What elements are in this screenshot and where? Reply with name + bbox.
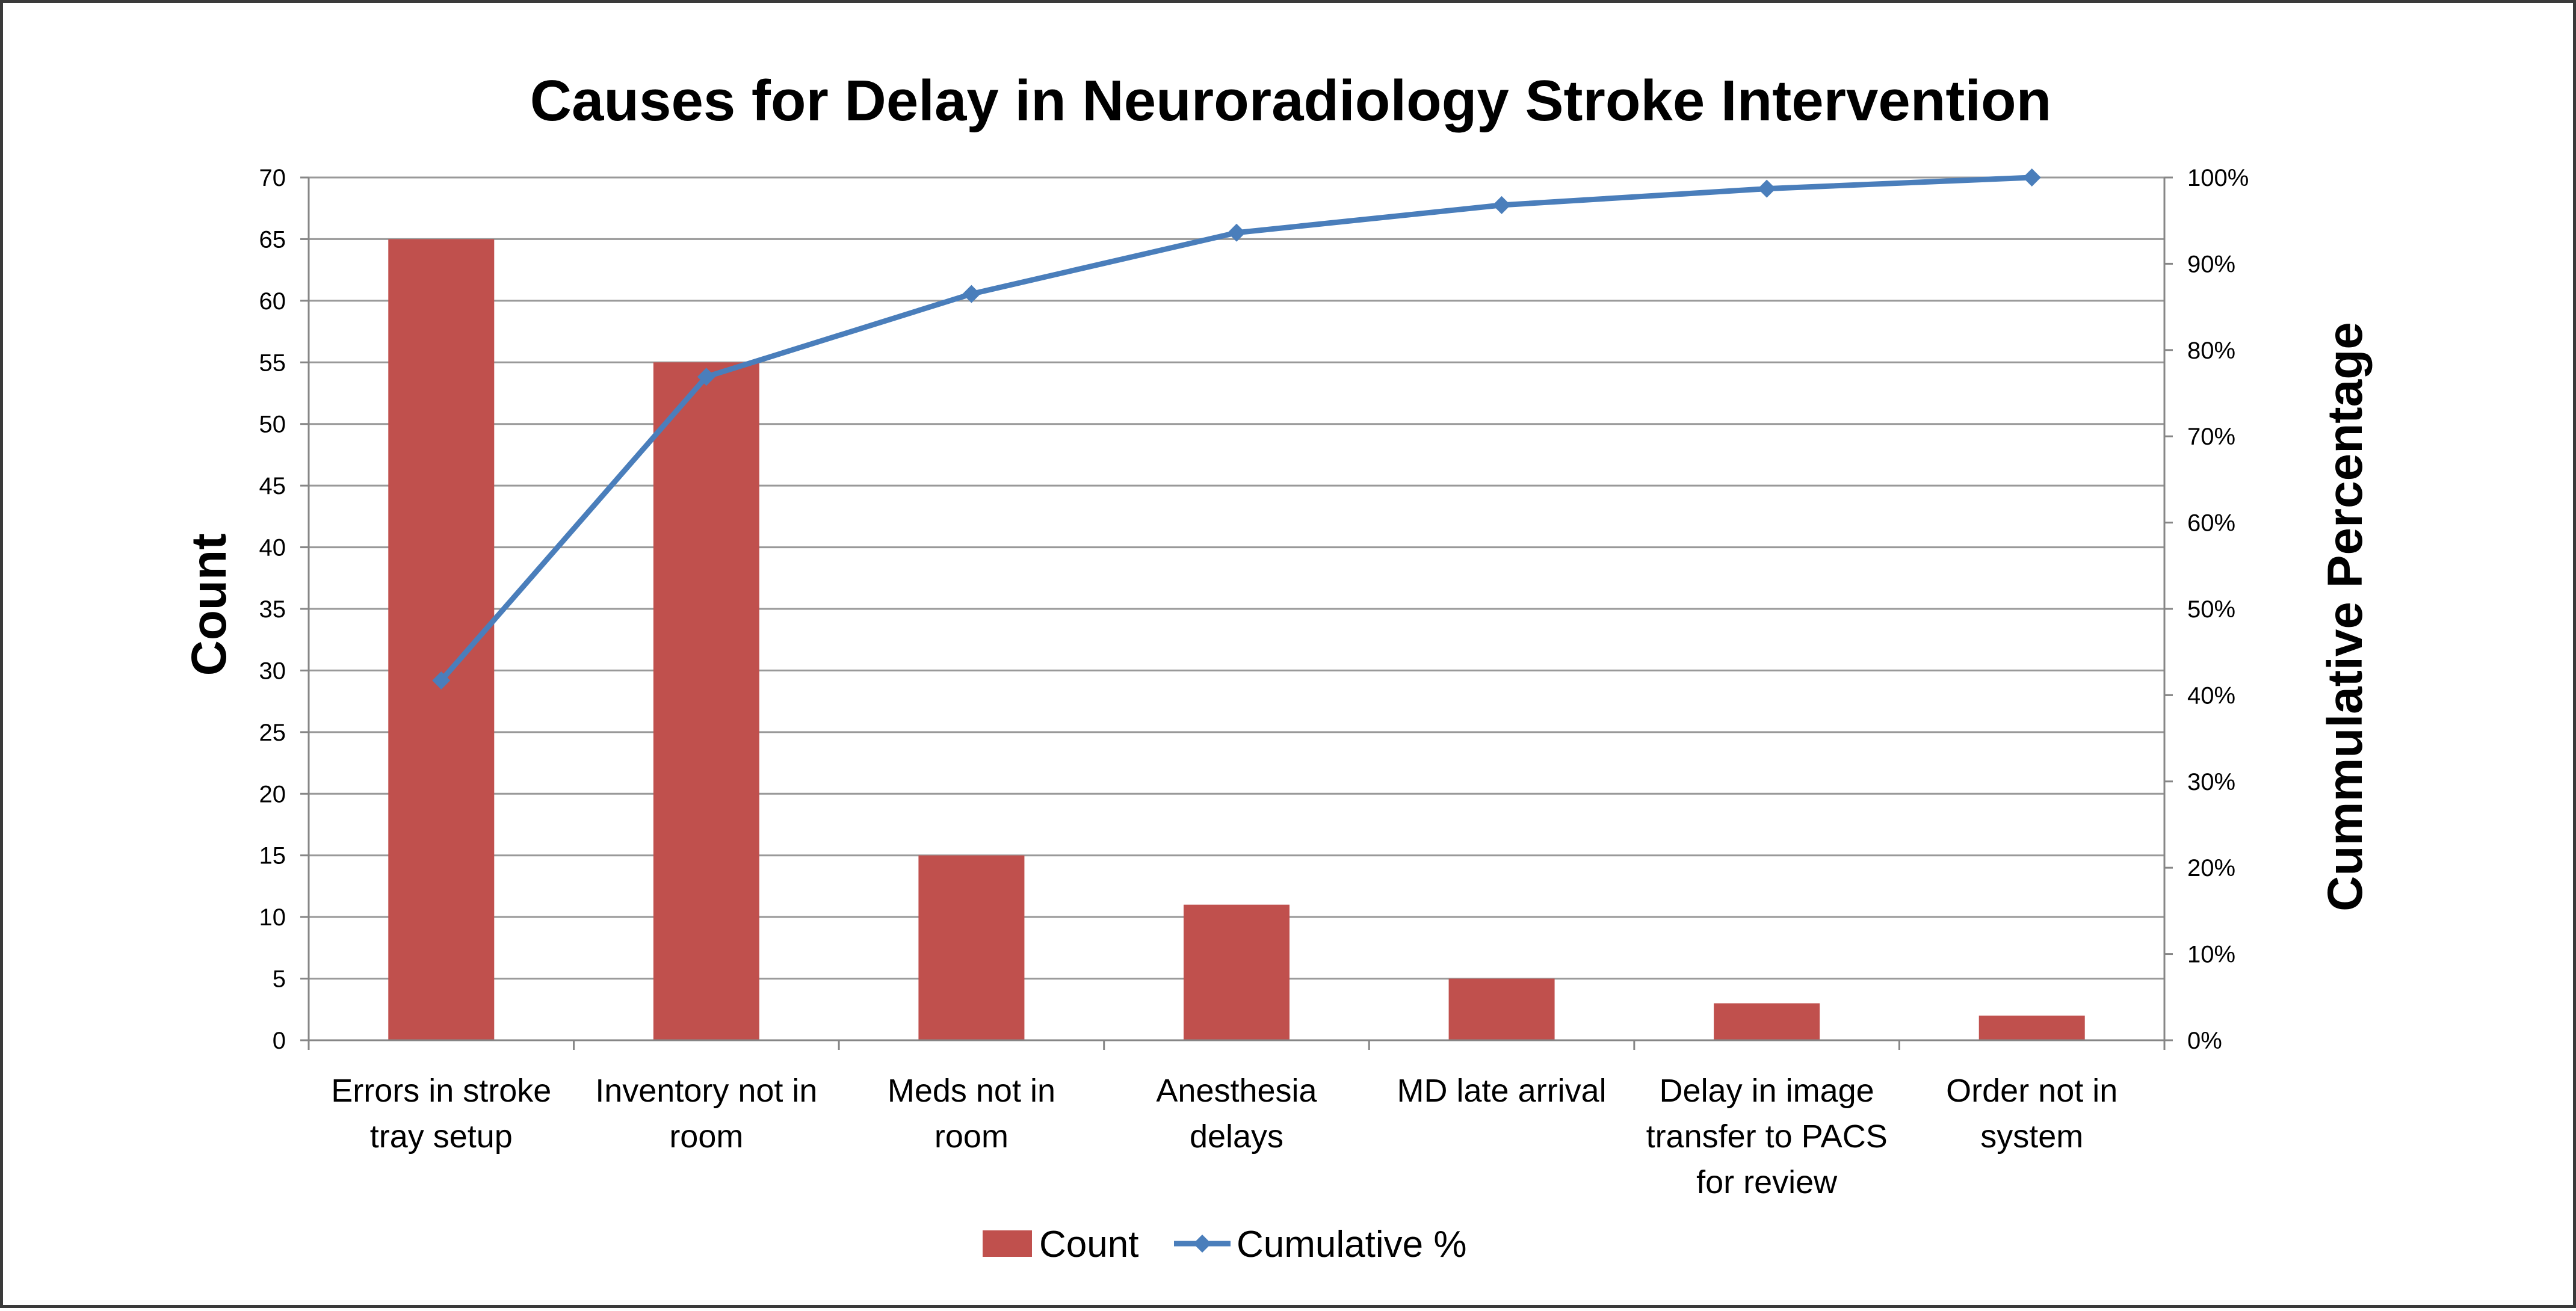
cumulative-point xyxy=(1758,179,1776,198)
left-tick-label: 15 xyxy=(259,843,286,869)
category-labels: Errors in stroke tray setup Inventory not … xyxy=(331,1073,2117,1200)
count-bar xyxy=(1714,1003,1820,1040)
left-tick-label: 65 xyxy=(259,226,286,253)
right-tick-label: 10% xyxy=(2187,942,2235,968)
count-bar xyxy=(1448,978,1555,1040)
right-tick-label: 100% xyxy=(2187,165,2249,191)
left-tick-label: 20 xyxy=(259,781,286,807)
cumulative-point xyxy=(2022,168,2041,187)
left-tick-label: 55 xyxy=(259,350,286,376)
left-tick-label: 5 xyxy=(273,966,286,993)
left-tick-label: 0 xyxy=(273,1028,286,1054)
right-tick-label: 0% xyxy=(2187,1028,2222,1054)
count-bar xyxy=(1978,1016,2085,1040)
category-label: Inventory not in room xyxy=(595,1073,817,1155)
category-label-line: Errors in stroke xyxy=(331,1073,551,1109)
cumulative-point xyxy=(697,368,715,386)
count-bar xyxy=(1184,904,1290,1040)
count-bars xyxy=(388,239,2085,1041)
cumulative-line xyxy=(432,168,2041,690)
right-tick-label: 30% xyxy=(2187,769,2235,795)
left-tick-label: 30 xyxy=(259,658,286,684)
legend: Count Cumulative % xyxy=(983,1224,1466,1265)
category-label: Delay in image transfer to PACS for review xyxy=(1646,1073,1888,1200)
cumulative-point xyxy=(1492,196,1511,214)
right-tick-label: 20% xyxy=(2187,855,2235,881)
legend-cumulative-label: Cumulative % xyxy=(1237,1224,1466,1265)
pareto-chart: Causes for Delay in Neuroradiology Strok… xyxy=(182,69,2373,1265)
category-label-line: Inventory not in xyxy=(595,1073,817,1109)
category-label-line: delays xyxy=(1190,1118,1283,1155)
legend-count-swatch xyxy=(983,1230,1032,1257)
category-label-line: system xyxy=(1980,1118,2083,1155)
category-label: Anesthesia delays xyxy=(1156,1073,1317,1155)
category-label: Errors in stroke tray setup xyxy=(331,1073,551,1155)
category-label-line: transfer to PACS xyxy=(1646,1118,1888,1155)
count-bar xyxy=(918,855,1025,1040)
count-bar xyxy=(653,362,759,1041)
left-tick-label: 10 xyxy=(259,904,286,931)
category-label-line: for review xyxy=(1696,1164,1838,1200)
category-label: MD late arrival xyxy=(1397,1073,1607,1109)
category-label-line: room xyxy=(669,1118,743,1155)
left-tick-label: 45 xyxy=(259,473,286,499)
category-label: Order not in system xyxy=(1946,1073,2117,1155)
right-tick-label: 90% xyxy=(2187,251,2235,277)
legend-count-label: Count xyxy=(1039,1224,1138,1265)
gridlines xyxy=(309,176,2164,980)
left-tick-label: 40 xyxy=(259,535,286,561)
right-tick-label: 70% xyxy=(2187,424,2235,450)
right-tick-label: 60% xyxy=(2187,510,2235,537)
left-tick-label: 50 xyxy=(259,412,286,438)
right-axis-ticks: 0% 10% 20% 30% 40% 50% 60% 70% 80% 90% 100% xyxy=(2164,165,2249,1054)
category-label-line: Anesthesia xyxy=(1156,1073,1317,1109)
left-tick-label: 25 xyxy=(259,720,286,746)
left-tick-label: 70 xyxy=(259,165,286,191)
cumulative-point xyxy=(962,285,981,303)
left-axis-ticks: 0 5 10 15 20 25 30 35 40 45 50 55 60 65 70 xyxy=(259,165,309,1054)
category-label-line: Order not in xyxy=(1946,1073,2117,1109)
category-label-line: Delay in image xyxy=(1660,1073,1874,1109)
legend-cumulative-marker xyxy=(1193,1235,1211,1253)
right-tick-label: 40% xyxy=(2187,682,2235,709)
y2-axis-title: Cummulative Percentage xyxy=(2318,322,2373,912)
left-tick-label: 60 xyxy=(259,288,286,315)
category-label-line: room xyxy=(934,1118,1008,1155)
category-label-line: Meds not in xyxy=(888,1073,1055,1109)
right-tick-label: 80% xyxy=(2187,338,2235,364)
left-tick-label: 35 xyxy=(259,596,286,623)
category-label-line: tray setup xyxy=(370,1118,513,1155)
cumulative-point xyxy=(1228,223,1246,242)
y-axis-title: Count xyxy=(182,534,236,676)
category-label: Meds not in room xyxy=(888,1073,1055,1155)
cumulative-point xyxy=(432,671,451,690)
chart-title: Causes for Delay in Neuroradiology Strok… xyxy=(530,69,2052,133)
right-tick-label: 50% xyxy=(2187,596,2235,623)
category-label-line: MD late arrival xyxy=(1397,1073,1607,1109)
